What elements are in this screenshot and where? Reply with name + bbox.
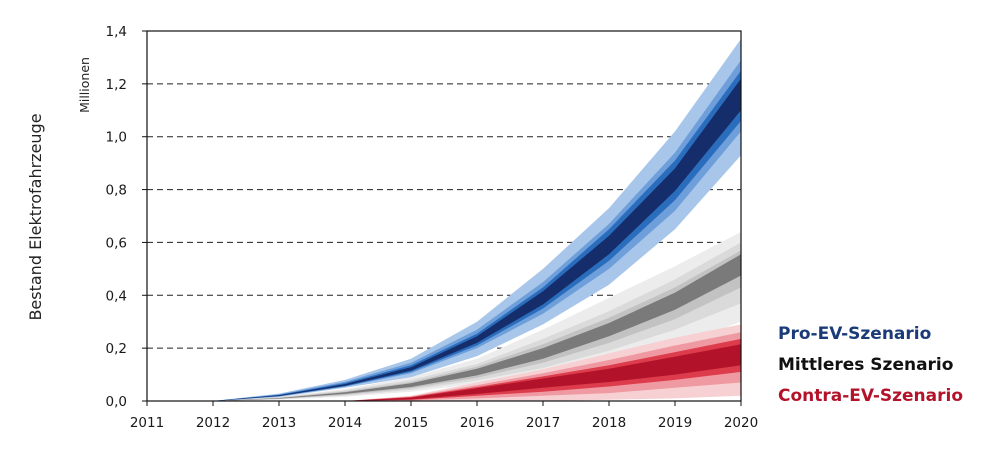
- plot-border: [146, 30, 742, 402]
- band: [345, 344, 741, 401]
- x-tick-label: 2016: [460, 415, 494, 431]
- series-contra-ev-szenario: [345, 324, 741, 401]
- y-tick-label: 0,4: [106, 288, 127, 304]
- legend-pro-ev: Pro-EV-Szenario: [778, 324, 932, 344]
- x-tick-label: 2017: [526, 415, 560, 431]
- x-axis-ticks: 2011 2012 2013 2014 2015 2016 2017 2018 2019 2020: [130, 401, 758, 431]
- band: [213, 70, 741, 401]
- x-tick-label: 2018: [592, 415, 626, 431]
- y-tick-label: 1,4: [106, 24, 127, 40]
- x-tick-label: 2015: [394, 415, 428, 431]
- band: [345, 332, 741, 401]
- x-tick-label: 2019: [658, 415, 692, 431]
- x-tick-label: 2011: [130, 415, 164, 431]
- x-tick-label: 2012: [196, 415, 230, 431]
- y-tick-label: 1,0: [106, 130, 127, 146]
- band: [213, 254, 741, 401]
- y-tick-label: 0,0: [106, 394, 127, 410]
- scenario-bands: [213, 38, 741, 402]
- band: [213, 78, 741, 401]
- legend-contra-ev: Contra-EV-Szenario: [778, 386, 964, 406]
- plot-frame: [146, 30, 742, 402]
- x-tick-label: 2013: [262, 415, 296, 431]
- y-tick-label: 0,6: [106, 235, 127, 251]
- series-pro-ev-szenario: [213, 38, 741, 402]
- y-tick-label: 0,2: [106, 341, 127, 357]
- x-tick-label: 2014: [328, 415, 362, 431]
- y-tick-label: 0,8: [106, 183, 127, 199]
- legend-mittleres: Mittleres Szenario: [778, 355, 954, 375]
- y-axis-unit: Millionen: [77, 57, 92, 113]
- y-axis-ticks: 0,0 0,2 0,4 0,6 0,8 1,0 1,2 1,4: [106, 24, 147, 410]
- y-tick-label: 1,2: [106, 77, 127, 93]
- y-axis-label: Bestand Elektrofahrzeuge: [26, 113, 45, 320]
- x-tick-label: 2020: [724, 415, 758, 431]
